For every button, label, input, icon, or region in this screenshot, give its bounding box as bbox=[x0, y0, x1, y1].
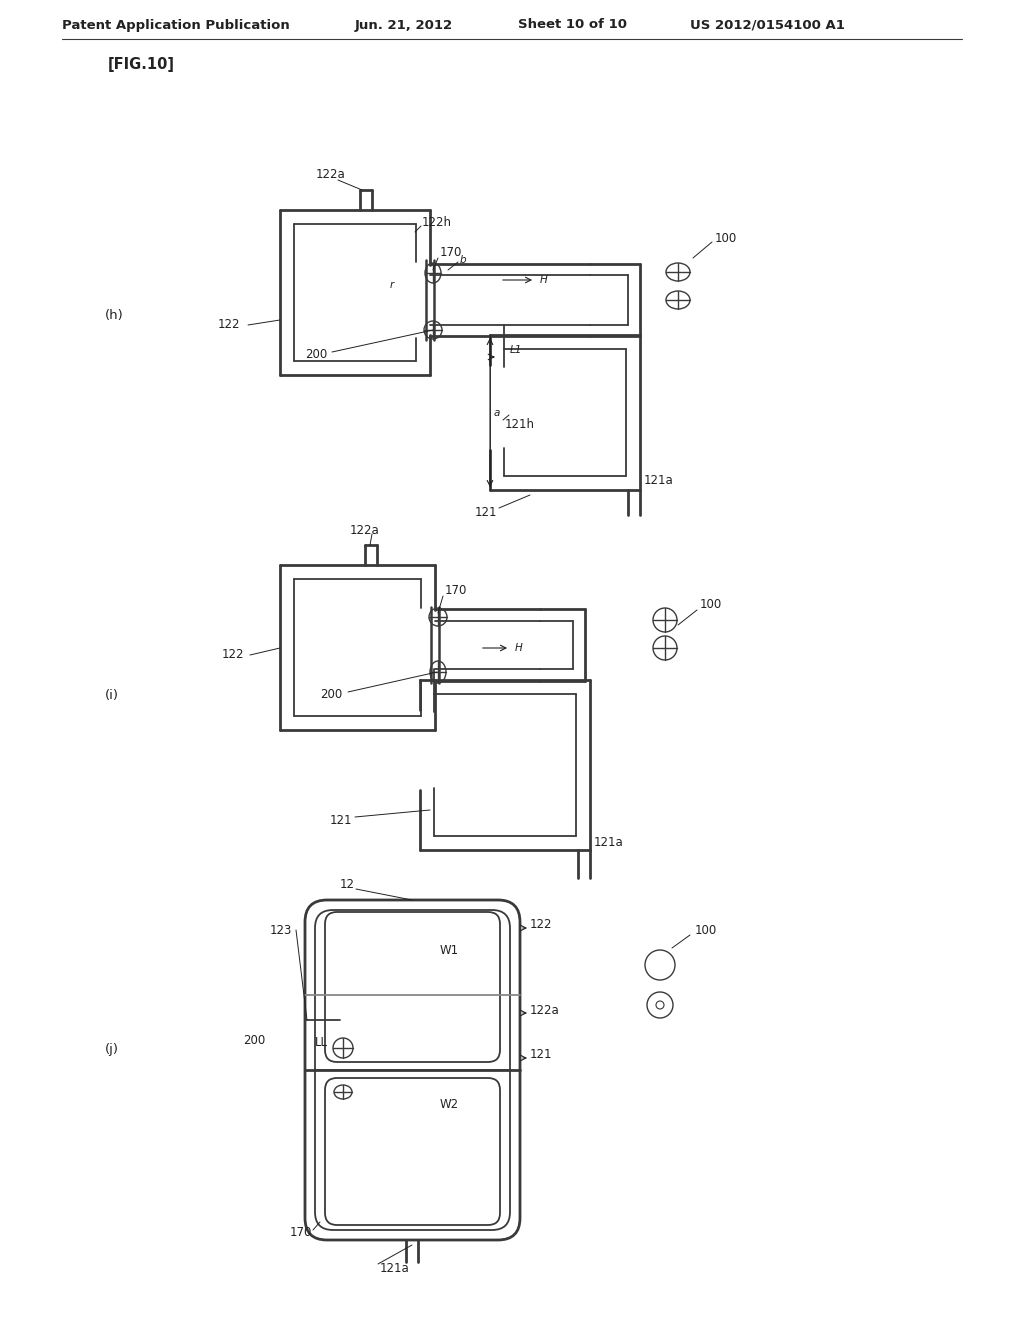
Text: 100: 100 bbox=[700, 598, 722, 611]
Text: b: b bbox=[460, 255, 467, 265]
Text: 100: 100 bbox=[715, 231, 737, 244]
Text: (j): (j) bbox=[105, 1044, 119, 1056]
Text: H: H bbox=[515, 643, 522, 653]
Text: 122h: 122h bbox=[422, 215, 452, 228]
Text: 200: 200 bbox=[243, 1034, 265, 1047]
Text: Jun. 21, 2012: Jun. 21, 2012 bbox=[355, 18, 454, 32]
Text: L1: L1 bbox=[510, 345, 522, 355]
Text: [FIG.10]: [FIG.10] bbox=[108, 57, 175, 71]
Text: 170: 170 bbox=[445, 583, 467, 597]
Text: 12: 12 bbox=[340, 879, 355, 891]
Text: Sheet 10 of 10: Sheet 10 of 10 bbox=[518, 18, 627, 32]
Text: 100: 100 bbox=[695, 924, 717, 936]
Text: 121a: 121a bbox=[380, 1262, 410, 1275]
Text: 123: 123 bbox=[270, 924, 293, 936]
Text: r: r bbox=[390, 280, 394, 290]
Text: 122: 122 bbox=[530, 919, 553, 932]
Text: H: H bbox=[540, 275, 548, 285]
Text: 200: 200 bbox=[319, 689, 342, 701]
Text: 121: 121 bbox=[475, 506, 498, 519]
Text: LL: LL bbox=[315, 1035, 328, 1048]
Text: Patent Application Publication: Patent Application Publication bbox=[62, 18, 290, 32]
Text: (h): (h) bbox=[105, 309, 124, 322]
Text: 170: 170 bbox=[440, 246, 463, 259]
Text: 121a: 121a bbox=[594, 836, 624, 849]
Text: a: a bbox=[494, 408, 501, 418]
Text: 121: 121 bbox=[530, 1048, 553, 1061]
Text: 200: 200 bbox=[305, 348, 328, 362]
Text: 122a: 122a bbox=[530, 1003, 560, 1016]
Text: W1: W1 bbox=[440, 944, 459, 957]
Text: 122a: 122a bbox=[350, 524, 380, 536]
Text: US 2012/0154100 A1: US 2012/0154100 A1 bbox=[690, 18, 845, 32]
Text: 121a: 121a bbox=[644, 474, 674, 487]
Text: 121h: 121h bbox=[505, 418, 535, 432]
Text: (i): (i) bbox=[105, 689, 119, 701]
Text: 121: 121 bbox=[330, 813, 352, 826]
Text: W2: W2 bbox=[440, 1098, 459, 1111]
Text: 122: 122 bbox=[218, 318, 241, 331]
Text: 122: 122 bbox=[222, 648, 245, 661]
Text: 170: 170 bbox=[290, 1226, 312, 1239]
Text: 122a: 122a bbox=[316, 169, 346, 181]
